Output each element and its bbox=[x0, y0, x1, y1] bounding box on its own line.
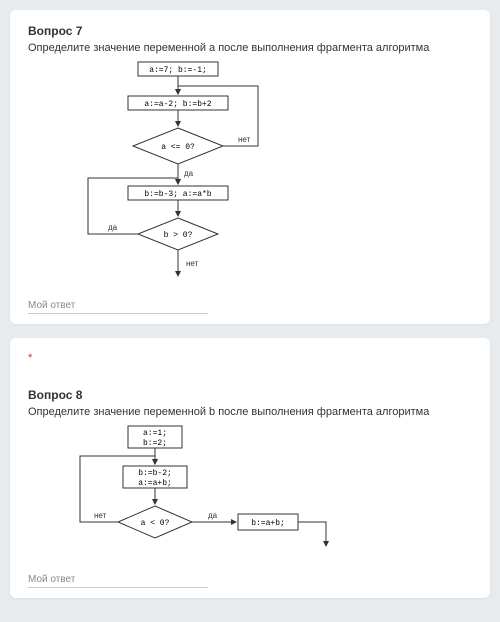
flowchart-q7: a:=7; b:=-1; a:=a-2; b:=b+2 a <= 0? нет … bbox=[68, 60, 472, 290]
q7-cond1: a <= 0? bbox=[161, 143, 195, 152]
answer-label: Мой ответ bbox=[28, 300, 75, 311]
q7-cond1-yes: да bbox=[184, 169, 194, 178]
question-title: Вопрос 8 bbox=[28, 388, 472, 402]
flowchart-q8: a:=1; b:=2; b:=b-2; a:=a+b; a < 0? нет д… bbox=[68, 424, 472, 564]
q7-box2: a:=a-2; b:=b+2 bbox=[144, 100, 211, 109]
question-title: Вопрос 7 bbox=[28, 24, 472, 38]
answer-input[interactable]: Мой ответ bbox=[28, 574, 208, 588]
required-marker: * bbox=[28, 352, 472, 364]
q8-box3: b:=a+b; bbox=[251, 519, 285, 528]
q8-cond-yes: да bbox=[208, 511, 218, 520]
q8-cond: a < 0? bbox=[141, 519, 170, 528]
q8-cond-no: нет bbox=[94, 511, 107, 520]
question-card-8: * Вопрос 8 Определите значение переменно… bbox=[10, 338, 490, 598]
q8-box1-l2: b:=2; bbox=[143, 439, 167, 448]
q8-box2-l2: a:=a+b; bbox=[138, 479, 172, 488]
q8-box2-l1: b:=b-2; bbox=[138, 469, 172, 478]
q7-cond1-no: нет bbox=[238, 135, 251, 144]
q7-box1: a:=7; b:=-1; bbox=[149, 66, 207, 75]
q7-cond2-no: нет bbox=[186, 259, 199, 268]
question-prompt: Определите значение переменной b после в… bbox=[28, 406, 472, 418]
q8-box1-l1: a:=1; bbox=[143, 429, 167, 438]
answer-input[interactable]: Мой ответ bbox=[28, 300, 208, 314]
q7-box3: b:=b-3; a:=a*b bbox=[144, 190, 211, 199]
answer-label: Мой ответ bbox=[28, 574, 75, 585]
q7-cond2: b > 0? bbox=[164, 231, 193, 240]
question-prompt: Определите значение переменной a после в… bbox=[28, 42, 472, 54]
question-card-7: Вопрос 7 Определите значение переменной … bbox=[10, 10, 490, 324]
q7-cond2-yes: да bbox=[108, 223, 118, 232]
